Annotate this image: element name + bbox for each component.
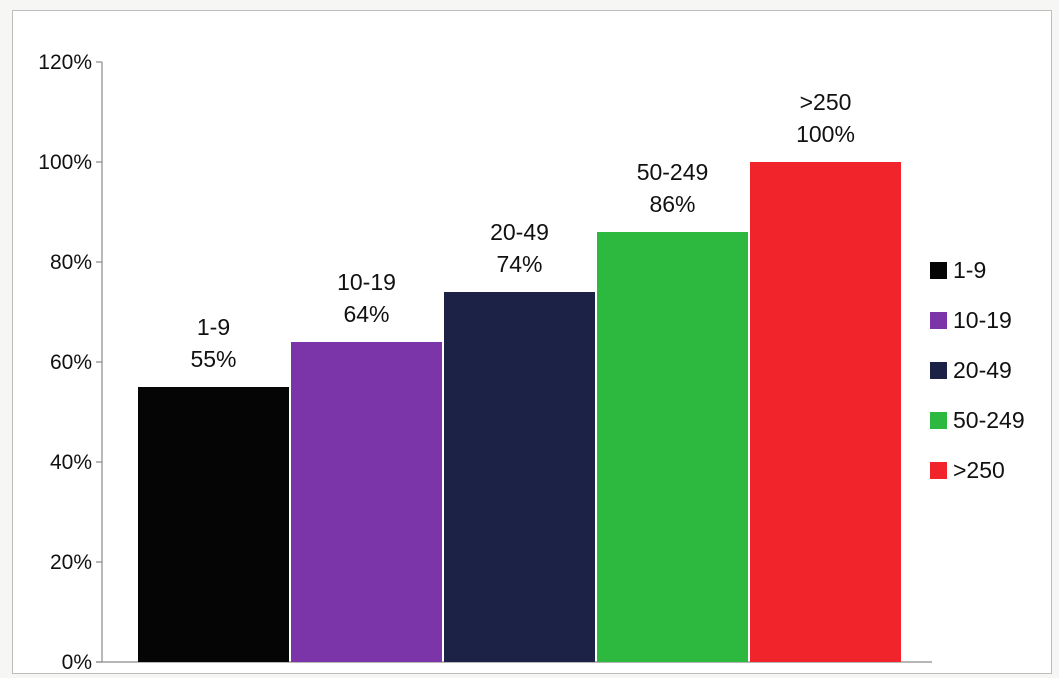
bar-0 xyxy=(138,387,289,662)
legend-entry-label: 20-49 xyxy=(953,357,1012,383)
bar-category-label: 20-49 xyxy=(490,219,549,245)
bar-3 xyxy=(597,232,748,662)
bar-value-label: 86% xyxy=(649,191,695,217)
bar-category-label: >250 xyxy=(800,89,852,115)
legend-swatch xyxy=(930,462,947,479)
bar-category-label: 50-249 xyxy=(637,159,709,185)
bar-category-label: 10-19 xyxy=(337,269,396,295)
legend-entry-label: 50-249 xyxy=(953,407,1025,433)
legend-entry-label: >250 xyxy=(953,457,1005,483)
y-tick-label: 0% xyxy=(62,651,92,674)
legend-swatch xyxy=(930,312,947,329)
legend-entry-label: 10-19 xyxy=(953,307,1012,333)
bar-4 xyxy=(750,162,901,662)
y-tick-label: 20% xyxy=(50,551,92,574)
y-tick-label: 40% xyxy=(50,451,92,474)
bar-2 xyxy=(444,292,595,662)
bar-value-label: 100% xyxy=(796,121,855,147)
bar-value-label: 64% xyxy=(343,301,389,327)
bar-1 xyxy=(291,342,442,662)
legend-entry-label: 1-9 xyxy=(953,257,986,283)
legend-swatch xyxy=(930,262,947,279)
legend-swatch xyxy=(930,412,947,429)
bar-value-label: 74% xyxy=(496,251,542,277)
y-tick-label: 80% xyxy=(50,251,92,274)
y-tick-label: 60% xyxy=(50,351,92,374)
legend-swatch xyxy=(930,362,947,379)
y-tick-label: 100% xyxy=(38,151,92,174)
y-tick-label: 120% xyxy=(38,51,92,74)
bar-category-label: 1-9 xyxy=(197,314,230,340)
legend: 1-9 10-19 20-49 50-249 >250 xyxy=(930,257,1025,483)
bar-value-label: 55% xyxy=(190,346,236,372)
